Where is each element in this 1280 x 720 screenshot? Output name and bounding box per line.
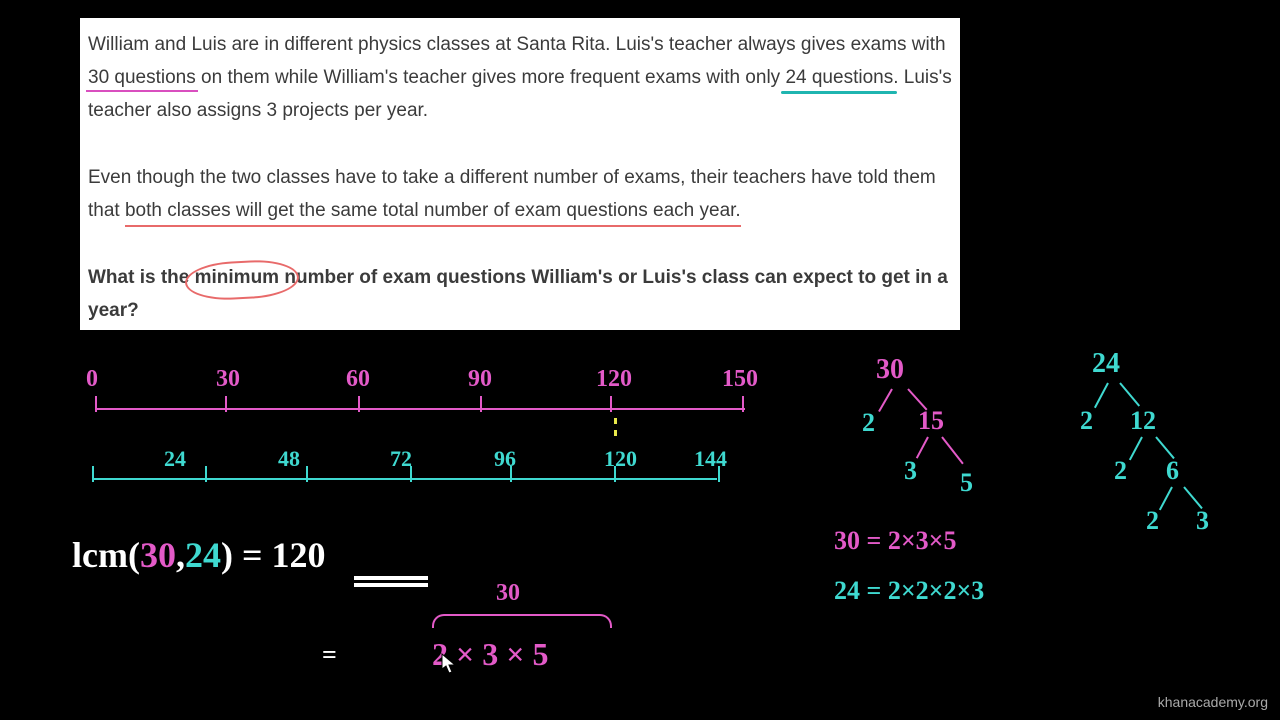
- numberline-30-tick: [610, 396, 612, 412]
- problem-paragraph-2: Even though the two classes have to take…: [88, 161, 952, 227]
- factor-tree-24-node: 2: [1146, 506, 1159, 536]
- factor-tree-24-edge: [1155, 436, 1175, 459]
- watermark: khanacademy.org: [1158, 694, 1268, 710]
- factor-tree-30-root: 30: [876, 354, 904, 386]
- problem-paragraph-1: William and Luis are in different physic…: [88, 28, 952, 127]
- numberline-30-tick: [95, 396, 97, 412]
- factor-tree-30-edge: [878, 389, 893, 413]
- numberline-30-label: 60: [346, 366, 370, 393]
- numberline-30-tick: [225, 396, 227, 412]
- factorization-24: 24 = 2×2×2×3: [834, 576, 984, 606]
- numberline-24-label: 96: [494, 446, 516, 472]
- factor-tree-30-node: 2: [862, 408, 875, 438]
- factor-tree-30-node: 5: [960, 468, 973, 498]
- numberline-30-label: 90: [468, 366, 492, 393]
- factor-tree-24-node: 6: [1166, 456, 1179, 486]
- factor-tree-24-root: 24: [1092, 348, 1120, 380]
- factor-tree-24-node: 3: [1196, 506, 1209, 536]
- factor-tree-24-edge: [1129, 437, 1143, 461]
- numberline-24: [92, 478, 717, 480]
- numberline-24-tick: [205, 466, 207, 482]
- problem-box: William and Luis are in different physic…: [80, 18, 960, 330]
- numberline-24-label: 24: [164, 446, 186, 472]
- factor-tree-24-node: 2: [1114, 456, 1127, 486]
- factor-tree-24-edge: [1119, 382, 1140, 406]
- factor-tree-30-node: 3: [904, 456, 917, 486]
- factor-tree-30-node: 15: [918, 406, 944, 436]
- problem-question: What is the minimum number of exam quest…: [88, 261, 952, 327]
- numberline-24-label: 120: [604, 446, 637, 472]
- numberline-30: [95, 408, 745, 410]
- p1-24-questions: 24 questions: [785, 67, 893, 88]
- p1-text-a: William and Luis are in different physic…: [88, 34, 946, 55]
- p1-text-b: on them while William's teacher gives mo…: [196, 67, 786, 88]
- brace-equals: =: [322, 640, 337, 670]
- p2-underlined: both classes will get the same total num…: [125, 200, 741, 221]
- factorization-30: 30 = 2×3×5: [834, 526, 956, 556]
- numberline-30-label: 30: [216, 366, 240, 393]
- numberline-24-label: 144: [694, 446, 727, 472]
- mouse-cursor-icon: [440, 653, 458, 675]
- numberline-30-tick: [480, 396, 482, 412]
- numberline-30-tick: [358, 396, 360, 412]
- factor-tree-24-node: 2: [1080, 406, 1093, 436]
- factor-tree-30-edge: [916, 437, 929, 459]
- factor-tree-24-node: 12: [1130, 406, 1156, 436]
- factor-tree-24-edge: [1159, 487, 1173, 511]
- numberline-24-label: 72: [390, 446, 412, 472]
- alignment-mark: [614, 418, 617, 454]
- p1-30-questions: 30 questions: [88, 67, 196, 88]
- q-minimum-circled: minimum: [195, 267, 279, 288]
- numberline-30-tick: [742, 396, 744, 412]
- numberline-30-label: 0: [86, 366, 98, 393]
- factor-tree-24-edge: [1094, 383, 1109, 409]
- lcm-expression: lcm(30,24) = 120: [72, 534, 325, 576]
- q-text-a: What is the: [88, 267, 195, 288]
- brace-30-label: 30: [496, 580, 520, 607]
- numberline-24-label: 48: [278, 446, 300, 472]
- numberline-24-tick: [306, 466, 308, 482]
- factor-tree-24-edge: [1183, 486, 1203, 509]
- numberline-30-label: 120: [596, 366, 632, 393]
- brace-30: [432, 614, 612, 628]
- numberline-30-label: 150: [722, 366, 758, 393]
- numberline-24-tick: [92, 466, 94, 482]
- factor-tree-30-edge: [941, 436, 964, 464]
- lcm-result-underline: [354, 576, 428, 580]
